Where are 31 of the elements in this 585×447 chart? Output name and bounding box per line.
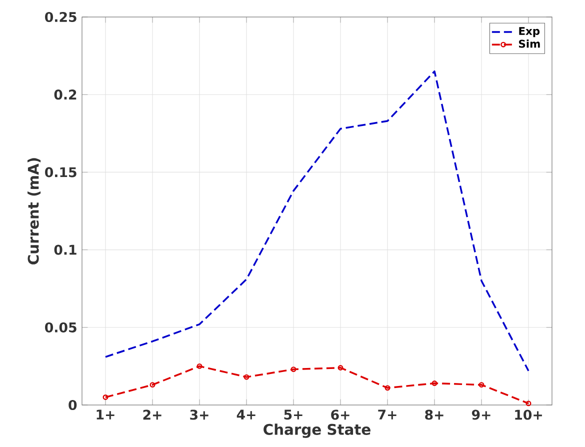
x-tick-label: 1+ (96, 410, 114, 420)
y-tick-label: 0.2 (54, 90, 76, 100)
x-tick-label: 9+ (472, 410, 490, 420)
line-series (104, 70, 530, 372)
x-tick-label: 10+ (515, 410, 542, 420)
point (102, 394, 108, 400)
point (338, 365, 344, 370)
x-tick-label: 7+ (378, 410, 396, 420)
y-axis-title: Current (mA) (28, 158, 41, 264)
point (384, 385, 390, 391)
x-tick-label: 8+ (425, 410, 444, 420)
legend-label: Sim (519, 40, 540, 48)
point (244, 374, 250, 380)
x-tick-label: 2+ (143, 410, 162, 420)
point (526, 400, 532, 406)
x-axis-title: Charge State (264, 424, 370, 438)
x-tick-label: 4+ (236, 410, 256, 420)
point (478, 382, 484, 388)
x-tick-label: 3+ (190, 410, 208, 420)
y-tick-label: 0.05 (45, 322, 76, 332)
y-tick-label: 0 (68, 400, 77, 410)
point (432, 380, 438, 386)
point (196, 363, 202, 369)
legend-label: Exp (519, 27, 540, 38)
point (290, 366, 296, 372)
x-tick-label: 5+ (284, 410, 302, 420)
y-tick-label: 0.15 (45, 167, 76, 178)
y-tick-label: 0.25 (45, 12, 76, 22)
y-tick-label: 0.1 (54, 244, 76, 255)
x-tick-label: 6+ (331, 410, 350, 420)
point (150, 382, 156, 388)
